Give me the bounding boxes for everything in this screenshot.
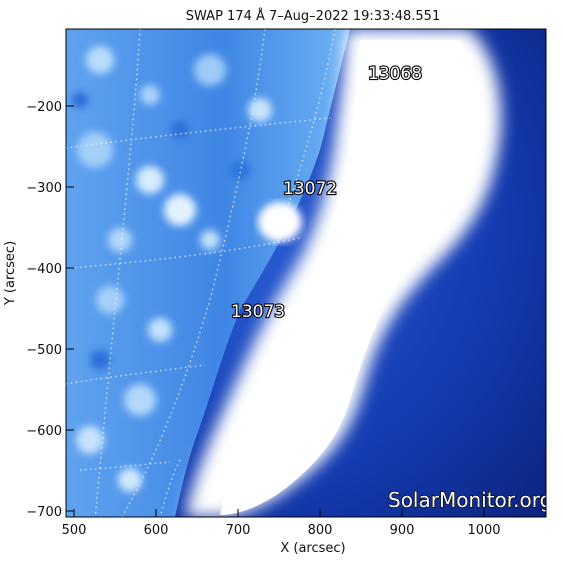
y-axis-label: Y (arcsec) bbox=[3, 241, 18, 306]
x-tick-600: 600 bbox=[144, 523, 169, 538]
x-tick-800: 800 bbox=[308, 523, 333, 538]
x-axis: 500 600 700 800 900 1000 X (arcsec) bbox=[62, 509, 501, 556]
disk-texture bbox=[72, 46, 272, 492]
solar-image: 13068 13072 13073 SolarMonitor.org bbox=[66, 29, 552, 517]
x-tick-700: 700 bbox=[226, 523, 251, 538]
watermark: SolarMonitor.org bbox=[388, 488, 552, 512]
y-tick-minus300: −300 bbox=[26, 181, 62, 196]
y-tick-minus500: −500 bbox=[26, 343, 62, 358]
y-tick-minus700: −700 bbox=[26, 505, 62, 520]
x-axis-label: X (arcsec) bbox=[280, 541, 345, 556]
x-tick-900: 900 bbox=[390, 523, 415, 538]
y-tick-minus200: −200 bbox=[26, 100, 62, 115]
region-label-13073: 13073 bbox=[231, 302, 285, 322]
y-tick-minus400: −400 bbox=[26, 262, 62, 277]
bright-core bbox=[220, 40, 480, 515]
region-label-13068: 13068 bbox=[368, 64, 422, 84]
heliographic-grid bbox=[66, 29, 336, 517]
bright-loop-13072 bbox=[258, 202, 302, 242]
y-tick-minus600: −600 bbox=[26, 424, 62, 439]
image-title: SWAP 174 Å 7–Aug–2022 19:33:48.551 bbox=[186, 8, 440, 24]
plot-frame bbox=[65, 28, 547, 518]
y-axis: −200 −300 −400 −500 −600 −700 Y (arcsec) bbox=[3, 100, 74, 520]
x-tick-500: 500 bbox=[62, 523, 87, 538]
x-tick-1000: 1000 bbox=[467, 523, 500, 538]
region-label-13072: 13072 bbox=[283, 179, 337, 199]
